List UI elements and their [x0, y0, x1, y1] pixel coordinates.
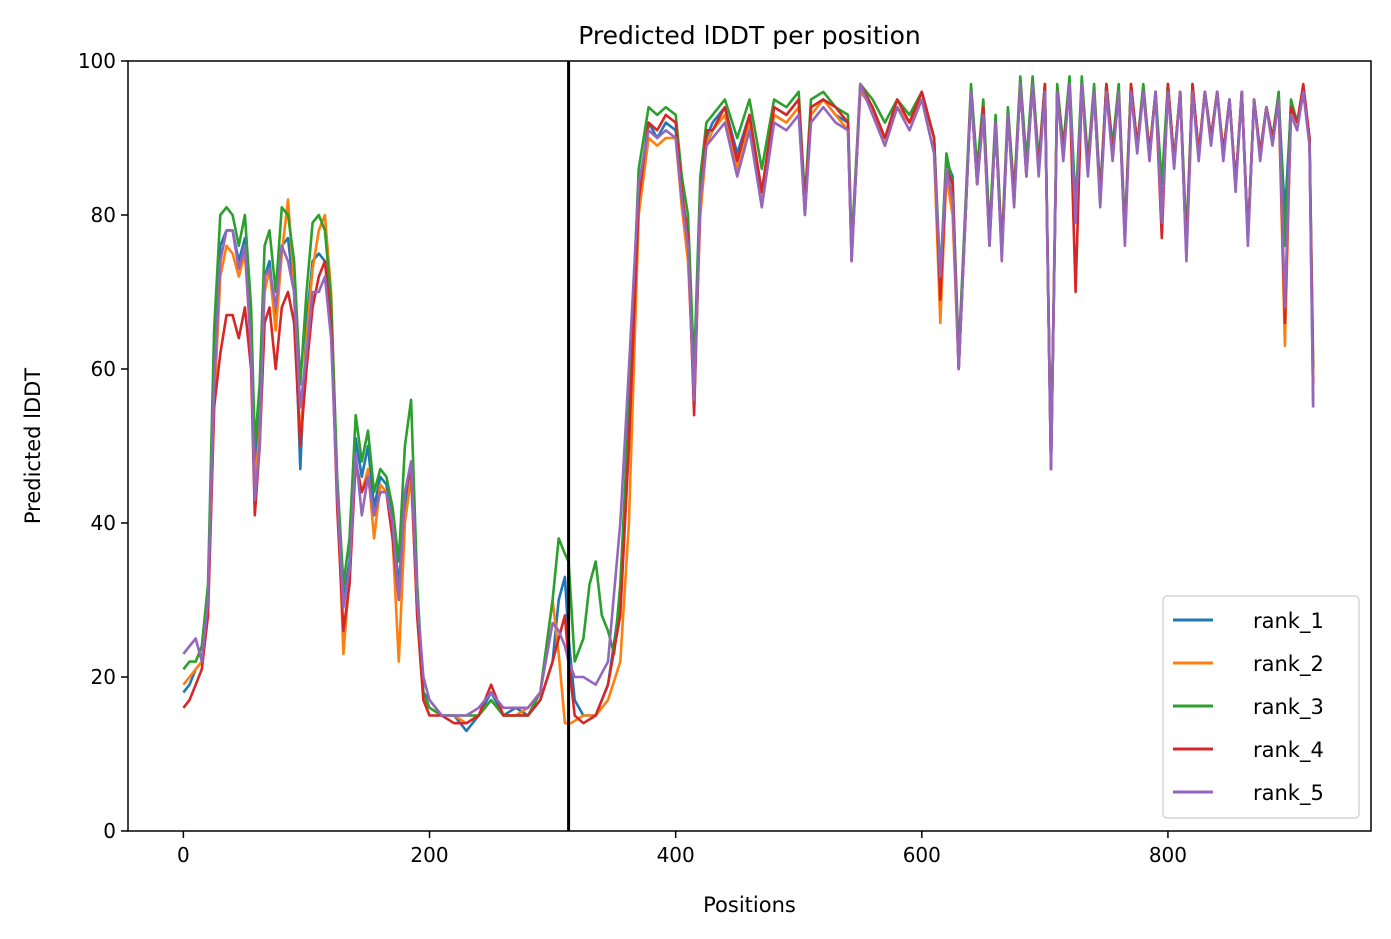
chart-title: Predicted lDDT per position	[578, 21, 920, 50]
x-tick-label: 0	[177, 843, 190, 867]
legend-label-rank_3: rank_3	[1253, 695, 1324, 720]
y-tick-label: 80	[91, 203, 116, 227]
series-layer	[182, 75, 1315, 733]
legend: rank_1 rank_2 rank_3 rank_4 rank_5	[1162, 595, 1360, 819]
legend-label-rank_2: rank_2	[1253, 652, 1324, 677]
x-tick-label: 400	[657, 843, 695, 867]
series-line-rank_5	[182, 82, 1315, 717]
legend-items: rank_1 rank_2 rank_3 rank_4 rank_5	[1173, 609, 1324, 806]
legend-label-rank_1: rank_1	[1253, 609, 1324, 634]
ticks-layer: 0 200 400 600 800 0 20 40 60 80 100	[78, 49, 1187, 867]
x-tick-label: 600	[903, 843, 941, 867]
legend-label-rank_4: rank_4	[1253, 738, 1324, 763]
y-tick-label: 0	[103, 819, 116, 843]
y-tick-label: 100	[78, 49, 116, 73]
y-tick-label: 60	[91, 357, 116, 381]
x-tick-label: 800	[1149, 843, 1187, 867]
legend-box	[1162, 595, 1360, 819]
plot-frame	[127, 60, 1372, 832]
y-tick-label: 40	[91, 511, 116, 535]
y-tick-label: 20	[91, 665, 116, 689]
x-tick-label: 200	[410, 843, 448, 867]
legend-label-rank_5: rank_5	[1253, 781, 1324, 806]
y-axis-title: Predicted lDDT	[21, 368, 45, 524]
x-axis-title: Positions	[703, 893, 796, 917]
